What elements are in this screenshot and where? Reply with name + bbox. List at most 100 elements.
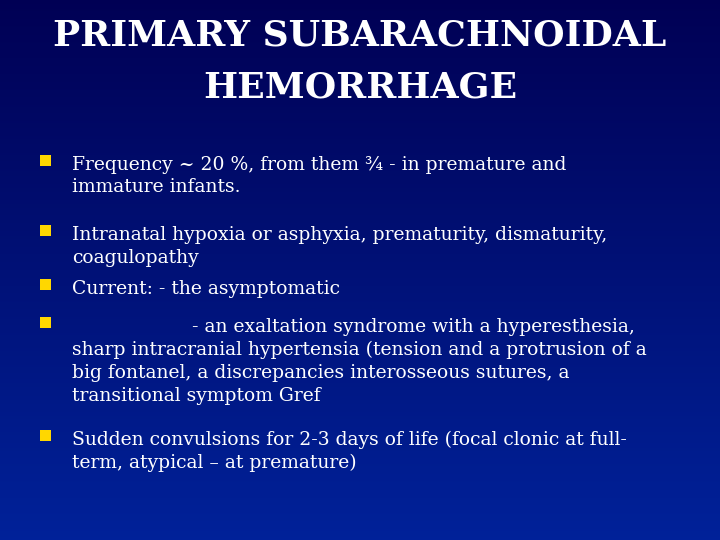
Bar	[40, 155, 52, 166]
Bar	[0, 6, 720, 8]
Bar	[0, 336, 720, 338]
Bar	[0, 196, 720, 197]
Bar	[0, 246, 720, 247]
Bar	[0, 152, 720, 154]
Bar	[0, 78, 720, 79]
Bar	[0, 212, 720, 213]
Bar	[0, 503, 720, 505]
Bar	[0, 172, 720, 173]
Bar	[0, 151, 720, 152]
Bar	[0, 410, 720, 411]
Bar	[0, 287, 720, 289]
Bar	[0, 341, 720, 343]
Bar	[0, 192, 720, 193]
Bar	[0, 382, 720, 383]
Bar	[0, 378, 720, 379]
Bar	[0, 214, 720, 216]
Bar	[0, 518, 720, 519]
Bar	[0, 361, 720, 362]
Bar	[0, 363, 720, 364]
Bar	[0, 314, 720, 316]
Bar	[0, 426, 720, 427]
Bar	[0, 470, 720, 471]
Bar	[0, 449, 720, 451]
Bar	[0, 476, 720, 478]
Bar	[0, 253, 720, 254]
Bar	[0, 54, 720, 56]
Bar	[0, 141, 720, 143]
Bar	[0, 422, 720, 424]
Bar	[0, 31, 720, 32]
Bar	[0, 85, 720, 86]
Bar	[0, 406, 720, 408]
Bar	[0, 150, 720, 151]
Bar	[0, 433, 720, 435]
Bar	[0, 197, 720, 198]
Bar	[0, 177, 720, 178]
Bar	[0, 351, 720, 352]
Bar	[0, 79, 720, 81]
Bar	[0, 47, 720, 49]
Bar	[0, 459, 720, 460]
Bar	[0, 238, 720, 239]
Bar	[0, 237, 720, 238]
Text: Sudden convulsions for 2-3 days of life (focal clonic at full-
term, atypical – : Sudden convulsions for 2-3 days of life …	[72, 431, 627, 472]
Bar	[0, 25, 720, 27]
Bar	[0, 111, 720, 112]
Bar	[0, 9, 720, 11]
Bar	[0, 112, 720, 113]
Bar	[0, 102, 720, 103]
Bar	[0, 319, 720, 320]
Bar	[0, 514, 720, 516]
Bar	[0, 428, 720, 429]
Bar	[0, 209, 720, 211]
Bar	[0, 132, 720, 134]
Bar	[0, 108, 720, 109]
Bar	[0, 534, 720, 535]
Bar	[0, 168, 720, 170]
Bar	[0, 71, 720, 73]
Bar	[0, 483, 720, 485]
Bar	[0, 94, 720, 96]
Bar	[0, 227, 720, 228]
Bar	[0, 343, 720, 345]
Bar	[0, 115, 720, 116]
Bar	[0, 4, 720, 5]
Bar	[0, 474, 720, 475]
Bar	[0, 184, 720, 185]
Bar	[0, 340, 720, 341]
Bar	[0, 367, 720, 368]
Bar	[0, 416, 720, 417]
Bar	[0, 15, 720, 16]
Bar	[0, 165, 720, 166]
Bar	[0, 63, 720, 65]
Bar	[0, 84, 720, 85]
Bar	[0, 487, 720, 489]
Bar	[0, 211, 720, 212]
Bar	[0, 318, 720, 319]
Bar	[0, 463, 720, 464]
Bar	[0, 69, 720, 70]
Bar	[0, 231, 720, 232]
Bar	[0, 310, 720, 312]
Bar	[0, 123, 720, 124]
Bar	[0, 181, 720, 183]
Bar	[0, 247, 720, 248]
Bar	[0, 292, 720, 293]
Bar	[0, 194, 720, 195]
Bar	[0, 173, 720, 174]
Bar	[0, 28, 720, 30]
Bar	[0, 36, 720, 38]
Bar	[0, 490, 720, 491]
Bar	[0, 65, 720, 66]
Bar	[0, 96, 720, 97]
Bar	[0, 53, 720, 54]
Bar	[0, 103, 720, 104]
Bar	[0, 521, 720, 523]
Bar	[0, 329, 720, 330]
Bar	[0, 472, 720, 474]
Bar	[0, 366, 720, 367]
Bar	[0, 464, 720, 465]
Bar	[0, 2, 720, 3]
Bar	[0, 362, 720, 363]
